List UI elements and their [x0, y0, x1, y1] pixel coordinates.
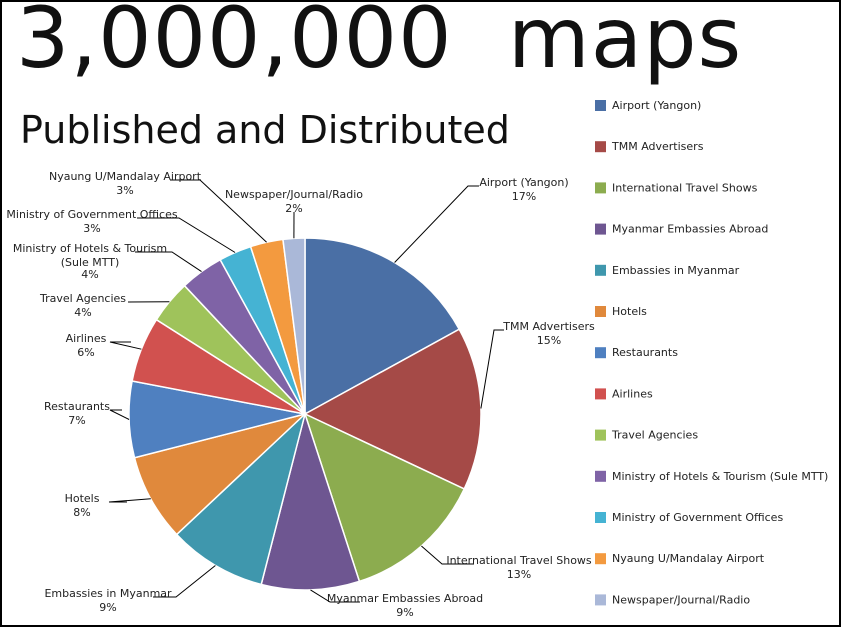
slice-label-travel-agencies: Travel Agencies	[39, 292, 126, 305]
legend-label-restaurants: Restaurants	[612, 346, 678, 359]
slice-value-nyaung-u-mandalay-airport: 3%	[116, 184, 133, 197]
legend-label-international-travel-shows: International Travel Shows	[612, 181, 758, 194]
legend-label-embassies-in-myanmar: Embassies in Myanmar	[612, 264, 740, 277]
legend-label-ministry-of-hotels-tourism-sule-mtt: Ministry of Hotels & Tourism (Sule MTT)	[612, 470, 828, 483]
pie-slice-newspaper-journal-radio	[282, 237, 306, 415]
slice-label-newspaper-journal-radio: Newspaper/Journal/Radio	[225, 188, 363, 201]
slice-label-airlines: Airlines	[66, 332, 107, 345]
slice-value-ministry-of-hotels-tourism-sule-mtt: 4%	[81, 268, 98, 281]
slice-label-ministry-of-government-offices: Ministry of Government Offices	[6, 208, 177, 221]
leader-line-hotels	[108, 498, 151, 503]
pie-slice-embassies-in-myanmar	[175, 411, 307, 586]
legend-swatch-travel-agencies	[595, 429, 606, 441]
slice-label-nyaung-u-mandalay-airport: Nyaung U/Mandalay Airport	[49, 170, 202, 183]
legend-swatch-ministry-of-government-offices	[595, 512, 606, 523]
leader-lines	[108, 179, 504, 603]
legend-label-tmm-advertisers: TMM Advertisers	[611, 140, 704, 153]
legend-label-hotels: Hotels	[612, 305, 647, 318]
leader-line-restaurants	[109, 409, 130, 420]
slice-value-tmm-advertisers: 15%	[537, 334, 561, 347]
leader-line-international-travel-shows	[421, 545, 474, 565]
legend-swatch-myanmar-embassies-abroad	[595, 223, 606, 235]
legend-swatch-restaurants	[595, 347, 606, 359]
leader-line-tmm-advertisers	[480, 329, 504, 409]
legend-swatch-airlines	[595, 388, 606, 400]
leader-line-ministry-of-hotels-tourism-sule-mtt	[135, 251, 202, 273]
leader-line-airport-yangon	[394, 185, 479, 263]
legend-swatch-hotels	[595, 306, 606, 317]
slice-label-restaurants: Restaurants	[44, 400, 110, 413]
legend-label-nyaung-u-mandalay-airport: Nyaung U/Mandalay Airport	[612, 552, 765, 565]
slice-value-myanmar-embassies-abroad: 9%	[396, 606, 413, 619]
slice-value-airport-yangon: 17%	[512, 190, 536, 203]
pie-slices	[128, 237, 482, 591]
slice-label-airport-yangon: Airport (Yangon)	[479, 176, 568, 189]
slice-value-newspaper-journal-radio: 2%	[285, 202, 302, 215]
legend-swatch-embassies-in-myanmar	[595, 264, 606, 276]
leader-line-embassies-in-myanmar	[153, 565, 216, 598]
slice-label-ministry-of-hotels-tourism-sule-mtt: Ministry of Hotels & Tourism	[13, 242, 167, 255]
slice-label-tmm-advertisers: TMM Advertisers	[502, 320, 595, 333]
legend-swatch-newspaper-journal-radio	[595, 594, 606, 606]
legend-swatch-airport-yangon	[595, 100, 606, 111]
slice-label-ministry-of-hotels-tourism-sule-mtt-line2: (Sule MTT)	[61, 256, 120, 269]
leader-line-nyaung-u-mandalay-airport	[170, 179, 267, 243]
legend-swatch-international-travel-shows	[595, 182, 606, 194]
legend-label-airlines: Airlines	[612, 387, 653, 400]
slice-label-myanmar-embassies-abroad: Myanmar Embassies Abroad	[327, 592, 483, 605]
slice-value-airlines: 6%	[77, 346, 94, 359]
slice-label-international-travel-shows: International Travel Shows	[446, 554, 592, 567]
legend: Airport (Yangon) TMM Advertisers Internati…	[595, 99, 828, 606]
legend-label-airport-yangon: Airport (Yangon)	[612, 99, 701, 112]
chart-subheadline: Published and Distributed	[20, 108, 510, 152]
chart-headline: 3,000,000 maps	[16, 0, 743, 87]
slice-value-embassies-in-myanmar: 9%	[99, 601, 116, 614]
legend-label-newspaper-journal-radio: Newspaper/Journal/Radio	[612, 593, 750, 606]
legend-label-ministry-of-government-offices: Ministry of Government Offices	[612, 511, 783, 524]
slice-value-restaurants: 7%	[68, 414, 85, 427]
legend-swatch-ministry-of-hotels-tourism-sule-mtt	[595, 470, 606, 482]
slice-value-international-travel-shows: 13%	[507, 568, 531, 581]
slice-value-hotels: 8%	[73, 506, 90, 519]
slice-value-travel-agencies: 4%	[74, 306, 91, 319]
leader-line-airlines	[109, 341, 142, 350]
pie-slice-airport-yangon	[304, 237, 461, 416]
leader-line-myanmar-embassies-abroad	[310, 589, 360, 603]
slice-label-hotels: Hotels	[65, 492, 100, 505]
pie-slice-hotels	[133, 413, 306, 536]
slice-label-embassies-in-myanmar: Embassies in Myanmar	[44, 587, 172, 600]
legend-swatch-nyaung-u-mandalay-airport	[595, 553, 606, 565]
slice-value-ministry-of-government-offices: 3%	[83, 222, 100, 235]
legend-label-myanmar-embassies-abroad: Myanmar Embassies Abroad	[612, 223, 768, 236]
leader-line-ministry-of-government-offices	[137, 217, 236, 253]
legend-label-travel-agencies: Travel Agencies	[611, 429, 698, 442]
legend-swatch-tmm-advertisers	[595, 141, 606, 153]
